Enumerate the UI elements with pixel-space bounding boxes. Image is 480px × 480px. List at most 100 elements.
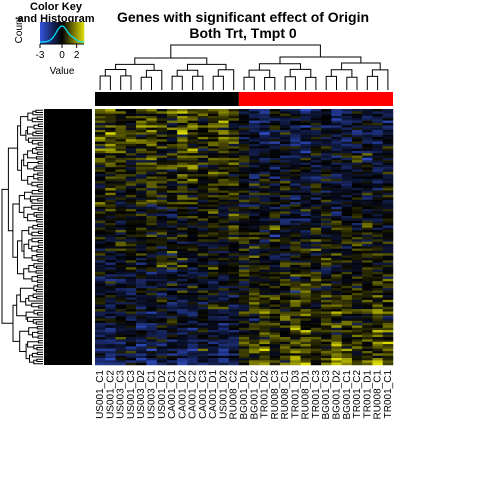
heatmap-cell <box>136 255 147 259</box>
heatmap-cell <box>208 246 219 249</box>
heatmap-cell <box>351 220 363 224</box>
heatmap-cell <box>279 262 291 266</box>
heatmap-cell <box>177 271 188 275</box>
heatmap-cell <box>115 237 127 240</box>
heatmap-cell <box>95 216 106 219</box>
heatmap-cell <box>238 318 250 322</box>
heatmap-cell <box>197 181 209 184</box>
heatmap-cell <box>115 295 127 298</box>
row-dendrogram-branch <box>37 172 43 176</box>
heatmap-cell <box>341 183 353 187</box>
heatmap-cell <box>300 250 312 254</box>
heatmap-cell <box>310 139 322 142</box>
column-label: TR001_C3 <box>311 370 322 419</box>
heatmap-cell <box>290 302 301 305</box>
heatmap-cell <box>279 297 291 301</box>
heatmap-cell <box>331 211 342 214</box>
heatmap-cell <box>372 167 383 170</box>
heatmap-cell <box>321 157 332 161</box>
heatmap-cell <box>279 160 291 163</box>
heatmap-cell <box>95 283 106 287</box>
heatmap-cell <box>382 227 394 231</box>
heatmap-cell <box>351 346 363 349</box>
heatmap-cell <box>341 190 353 194</box>
heatmap-cell <box>341 253 353 256</box>
heatmap-cell <box>228 118 240 121</box>
heatmap-cell <box>208 264 219 268</box>
heatmap-cell <box>146 262 157 266</box>
heatmap-cell <box>197 150 209 154</box>
column-label: CA001_C3 <box>198 370 209 419</box>
heatmap-cell <box>156 237 168 240</box>
heatmap-cell <box>269 115 281 119</box>
row-dendrogram-branch <box>32 110 43 116</box>
heatmap-cell <box>351 143 363 147</box>
heatmap-cell <box>218 225 229 228</box>
heatmap-cell <box>269 223 281 226</box>
heatmap-cell <box>290 120 301 124</box>
heatmap-cell <box>208 234 219 238</box>
heatmap-cell <box>372 316 383 319</box>
heatmap-cell <box>125 202 137 205</box>
heatmap-cell <box>300 220 312 224</box>
heatmap-cell <box>382 271 394 275</box>
heatmap-cell <box>249 118 260 121</box>
heatmap-cell <box>166 267 178 270</box>
heatmap-cell <box>300 230 312 233</box>
heatmap-cell <box>115 262 127 266</box>
heatmap-cell <box>105 204 116 207</box>
heatmap-cell <box>259 206 270 210</box>
heatmap-cell <box>115 360 127 363</box>
heatmap-cell <box>95 262 106 266</box>
heatmap-cell <box>95 241 106 245</box>
heatmap-cell <box>382 160 394 163</box>
heatmap-cell <box>208 150 219 154</box>
heatmap-cell <box>95 125 106 128</box>
heatmap-cell <box>321 239 332 242</box>
heatmap-cell <box>279 185 291 189</box>
heatmap-cell <box>290 227 301 231</box>
heatmap-cell <box>259 362 270 366</box>
heatmap-cell <box>310 341 322 345</box>
heatmap-cell <box>321 339 332 342</box>
heatmap-cell <box>238 157 250 161</box>
heatmap-cell <box>197 209 209 212</box>
heatmap-cell <box>321 241 332 245</box>
heatmap-cell <box>136 225 147 228</box>
heatmap-cell <box>146 351 157 354</box>
heatmap-cell <box>259 150 270 154</box>
heatmap-cell <box>177 257 188 261</box>
heatmap-cell <box>115 204 127 207</box>
heatmap-cell <box>269 276 281 280</box>
heatmap-cell <box>136 167 147 170</box>
heatmap-cell <box>218 197 229 201</box>
heatmap-cell <box>372 169 383 173</box>
heatmap-cell <box>125 271 137 275</box>
heatmap-cell <box>341 302 353 305</box>
heatmap-cell <box>249 318 260 322</box>
heatmap-cell <box>362 316 373 319</box>
heatmap-cell <box>187 146 199 149</box>
heatmap-cell <box>177 190 188 194</box>
heatmap-cell <box>249 190 260 194</box>
heatmap-cell <box>125 230 137 233</box>
row-dendrogram <box>1 109 43 365</box>
heatmap-cell <box>382 316 394 319</box>
heatmap-cell <box>290 178 301 182</box>
heatmap-cell <box>362 146 373 149</box>
heatmap-cell <box>166 127 178 131</box>
heatmap-cell <box>351 171 363 175</box>
heatmap-cell <box>166 281 178 284</box>
heatmap-cell <box>300 332 312 335</box>
heatmap-cell <box>341 129 353 133</box>
heatmap-cell <box>341 118 353 121</box>
heatmap-cell <box>177 164 188 168</box>
heatmap-cell <box>125 295 137 298</box>
heatmap-cell <box>269 327 281 331</box>
heatmap-cell <box>136 169 147 173</box>
heatmap-cell <box>115 132 127 135</box>
heatmap-cell <box>156 174 168 177</box>
heatmap-cell <box>136 313 147 317</box>
heatmap-cell <box>95 309 106 312</box>
heatmap-cell <box>136 120 147 124</box>
